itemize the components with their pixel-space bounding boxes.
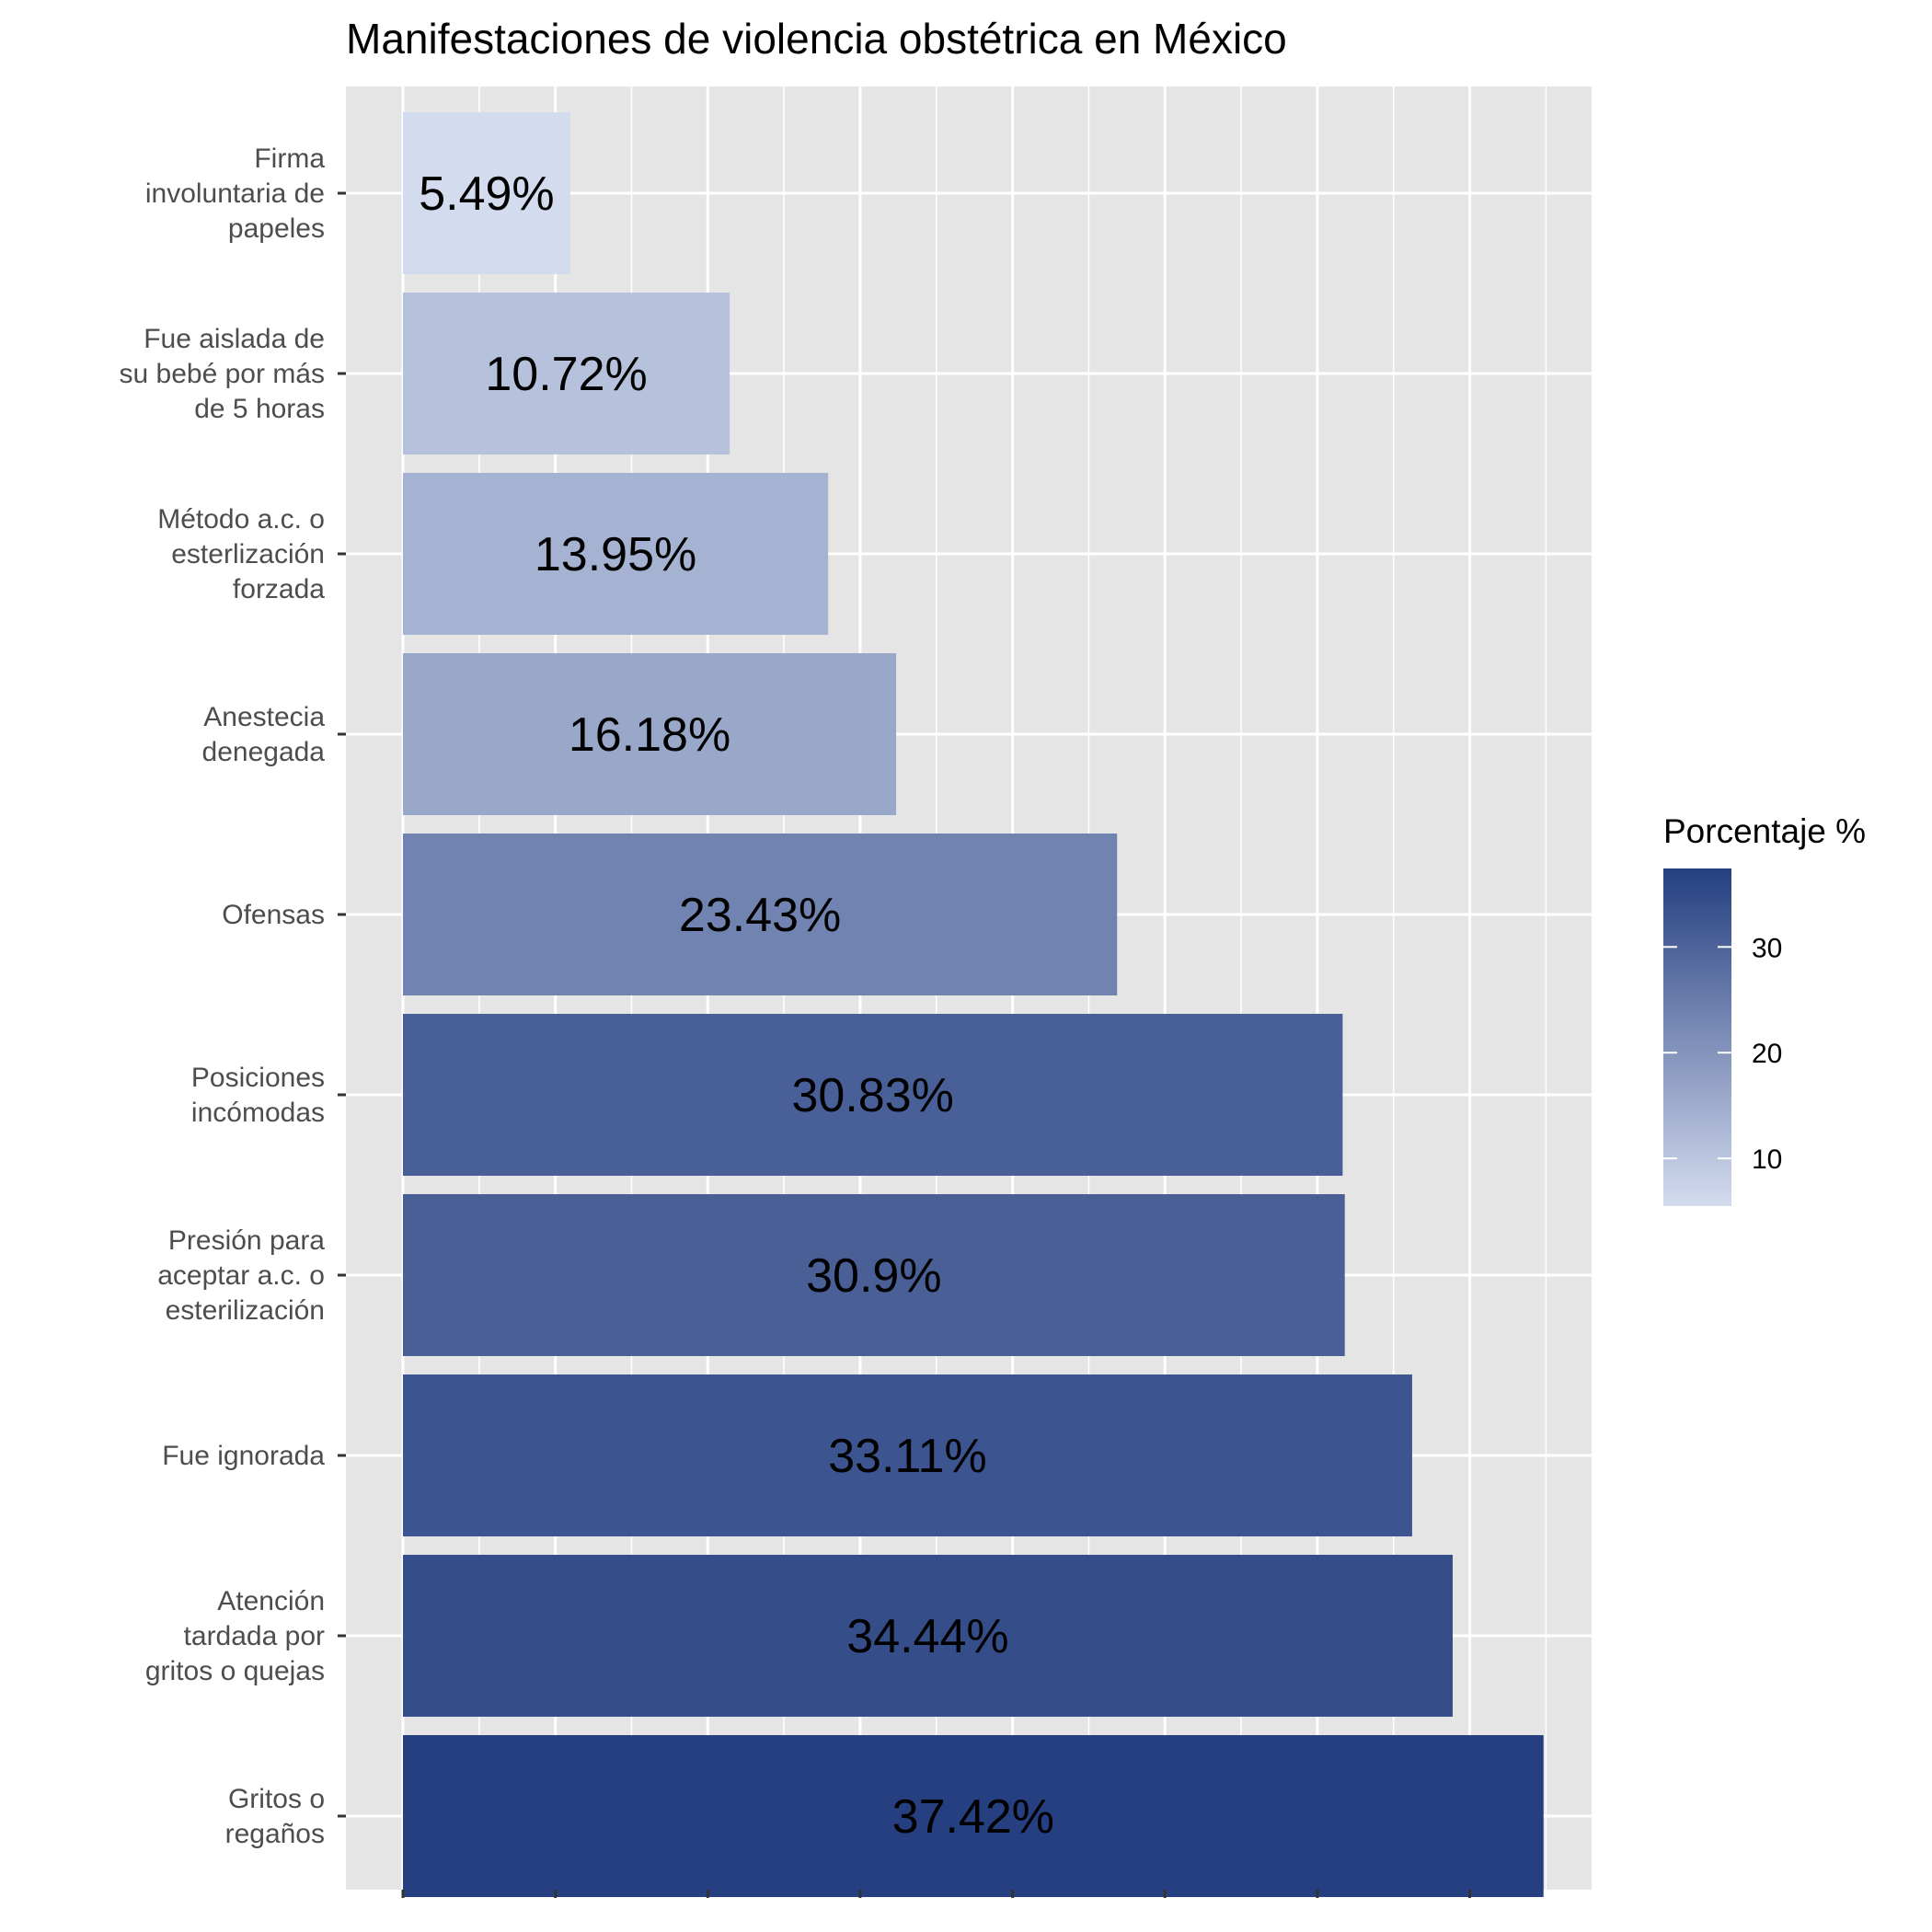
category-label-line: incómodas: [191, 1098, 325, 1128]
data-label: 13.95%: [535, 528, 696, 581]
chart-title: Manifestaciones de violencia obstétrica …: [346, 15, 1287, 63]
y-axis-category-label: Fue ignorada: [162, 1441, 325, 1471]
y-axis-category-label: Presión para aceptar a.c. o esterilización: [157, 1225, 325, 1326]
category-label-line: Fue ignorada: [162, 1441, 325, 1471]
y-axis-category-label: Método a.c. o esterlización forzada: [157, 504, 325, 604]
y-axis-category-label: Fue aislada de su bebé por más de 5 horas: [120, 324, 325, 424]
data-label: 37.42%: [892, 1790, 1054, 1844]
category-label-line: de 5 horas: [194, 394, 325, 424]
data-label: 34.44%: [846, 1610, 1008, 1663]
y-axis-category-label: Posiciones incómodas: [191, 1063, 325, 1128]
data-label: 16.18%: [569, 708, 730, 762]
bar: [403, 1735, 1544, 1897]
legend: Porcentaje % 10 20 30: [1663, 812, 1866, 1206]
data-label: 33.11%: [828, 1430, 987, 1483]
legend-tick-label: 10: [1752, 1144, 1782, 1175]
category-label-line: Presión para: [168, 1225, 325, 1256]
y-axis-category-label: Ofensas: [222, 900, 325, 930]
category-label-line: Anestecia: [203, 702, 325, 732]
category-label-line: aceptar a.c. o: [157, 1260, 325, 1291]
category-label-line: forzada: [233, 574, 325, 604]
bars: [403, 112, 1544, 1897]
legend-title: Porcentaje %: [1663, 812, 1866, 850]
category-label-line: Gritos o: [228, 1784, 325, 1814]
category-label-line: Ofensas: [222, 900, 325, 930]
category-label-line: Método a.c. o: [157, 504, 325, 535]
y-axis-category-label: Gritos o regaños: [225, 1784, 325, 1849]
y-axis-category-label: Firma involuntaria de papeles: [145, 144, 325, 244]
category-label-line: esterilización: [166, 1295, 325, 1326]
category-label-line: esterlización: [171, 539, 325, 569]
data-label: 30.83%: [792, 1069, 954, 1122]
category-label-line: Posiciones: [191, 1063, 325, 1093]
legend-tick-label: 30: [1752, 933, 1782, 963]
category-label-line: su bebé por más: [120, 359, 325, 389]
data-labels: 5.49% 10.72% 13.95% 16.18% 23.43% 30.83% 30.9%…: [419, 167, 1054, 1844]
bar: [403, 473, 829, 635]
data-label: 10.72%: [485, 348, 647, 401]
bar: [403, 1014, 1343, 1176]
y-axis-category-label: Anestecia denegada: [202, 702, 326, 767]
category-label-line: Fue aislada de: [144, 324, 325, 354]
category-label-line: regaños: [225, 1819, 325, 1849]
bar: [403, 1374, 1412, 1536]
bar: [403, 293, 730, 454]
bar: [403, 1194, 1345, 1356]
category-label-line: Firma: [254, 144, 325, 174]
category-label-line: gritos o quejas: [145, 1656, 325, 1686]
bar: [403, 653, 897, 815]
data-label: 23.43%: [679, 889, 841, 942]
bar: [403, 834, 1118, 995]
category-label-line: Atención: [217, 1586, 325, 1616]
data-label: 5.49%: [419, 167, 554, 221]
y-axis-category-label: Atención tardada por gritos o quejas: [145, 1586, 325, 1686]
legend-colorbar: [1663, 868, 1731, 1206]
category-label-line: tardada por: [184, 1621, 325, 1651]
bar: [403, 1555, 1453, 1717]
category-label-line: denegada: [202, 737, 326, 767]
category-label-line: involuntaria de: [145, 178, 325, 209]
y-axis: Firma involuntaria de papeles Fue aislada d…: [120, 144, 346, 1849]
legend-tick-label: 20: [1752, 1039, 1782, 1069]
data-label: 30.9%: [806, 1249, 941, 1303]
x-axis: [401, 1890, 1472, 1898]
bar: [403, 112, 570, 274]
category-label-line: papeles: [228, 213, 325, 244]
